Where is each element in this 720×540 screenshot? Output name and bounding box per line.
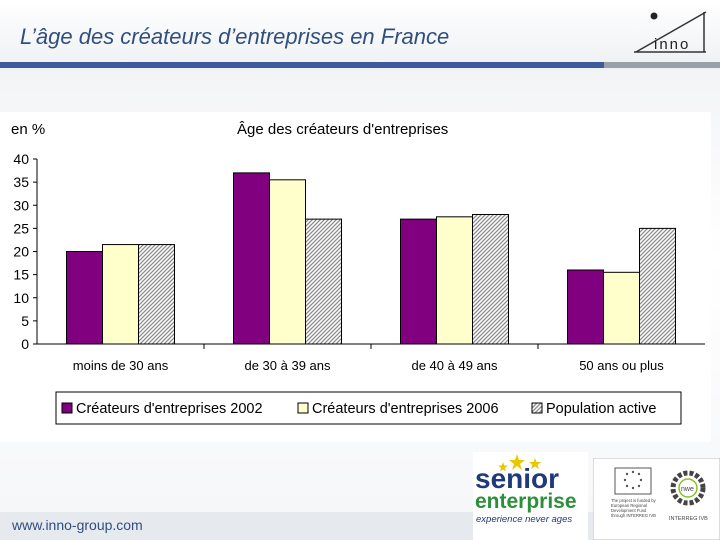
legend-box	[55, 391, 682, 425]
chart-panel: en % Âge des créateurs d'entreprises 0 5 1…	[0, 112, 711, 442]
svg-text:nwe: nwe	[681, 486, 694, 493]
nwe-logo-icon	[670, 470, 706, 506]
footer-url[interactable]: www.inno-group.com	[12, 517, 143, 533]
bar-3	[472, 214, 509, 345]
bar-1	[66, 251, 103, 345]
y-tick-label: 0	[21, 336, 29, 352]
inno-logo-icon: inno	[634, 11, 707, 53]
bar-1	[400, 218, 437, 345]
y-tick-label: 30	[13, 197, 29, 213]
bar-3	[639, 227, 676, 345]
y-tick-label: 20	[13, 244, 29, 260]
header-rule-blue	[0, 62, 604, 68]
eu-interreg-logos: The project is funded by European Region…	[593, 458, 720, 540]
y-tick-label: 40	[13, 151, 29, 167]
legend-label: Créateurs d'entreprises 2006	[312, 401, 499, 417]
enterprise-text: enterprise	[475, 490, 577, 513]
inno-logo-text: inno	[654, 36, 690, 53]
bar-2	[436, 216, 473, 345]
star-icon	[529, 458, 541, 469]
star-icon	[498, 462, 508, 472]
legend-swatch	[531, 402, 543, 414]
chart-title: Âge des créateurs d'entreprises	[237, 121, 448, 138]
bar-2	[102, 244, 139, 345]
bar-3	[138, 244, 175, 345]
tagline-text: experience never ages	[476, 514, 572, 525]
legend-label: Population active	[546, 401, 656, 417]
bar-3	[305, 218, 342, 345]
eu-flag-icon	[614, 467, 652, 495]
star-icon	[509, 454, 525, 470]
header-rule-gray	[604, 62, 720, 68]
legend-swatch	[61, 402, 73, 414]
legend-label: Créateurs d'entreprises 2002	[76, 401, 263, 417]
senior-enterprise-logo: senior enterprise experience never ages	[473, 452, 588, 540]
y-tick-label: 15	[13, 267, 29, 283]
bar-1	[233, 172, 270, 345]
y-tick-label: 25	[13, 220, 29, 236]
page-title: L’âge des créateurs d’entreprises en Fra…	[20, 24, 450, 49]
slide-header: L’âge des créateurs d’entreprises en Fra…	[0, 0, 720, 70]
bar-2	[603, 271, 640, 345]
x-tick-label: de 40 à 49 ans	[411, 358, 498, 373]
interreg-label: INTERREG IVB	[669, 516, 708, 522]
senior-text: senior	[475, 463, 559, 494]
y-tick-label: 35	[13, 174, 29, 190]
eu-funding-text: The project is funded by European Region…	[611, 498, 656, 518]
y-tick-label: 5	[21, 313, 29, 329]
y-tick-label: 10	[13, 290, 29, 306]
y-axis-label: en %	[11, 121, 45, 138]
x-tick-label: moins de 30 ans	[73, 358, 169, 373]
legend-swatch	[297, 402, 309, 414]
bar-2	[269, 179, 306, 345]
bar-1	[567, 269, 604, 345]
x-tick-label: 50 ans ou plus	[579, 358, 664, 373]
x-tick-label: de 30 à 39 ans	[244, 358, 331, 373]
bar-chart: en % Âge des créateurs d'entreprises 0 5 1…	[11, 121, 705, 425]
